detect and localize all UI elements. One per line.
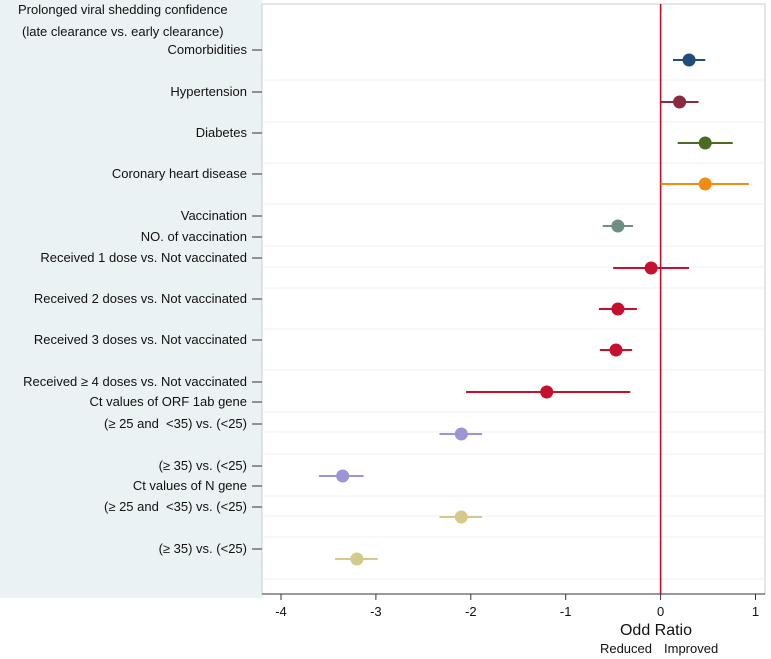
point-estimate xyxy=(540,385,554,399)
point-estimate xyxy=(454,510,468,524)
row-label: (≥ 35) vs. (<25) xyxy=(159,541,247,556)
row-label: Vaccination xyxy=(181,208,247,223)
x-tick-label: 0 xyxy=(657,604,664,619)
plot-area-background xyxy=(261,3,766,595)
row-label: NO. of vaccination xyxy=(141,229,247,244)
row-label: Coronary heart disease xyxy=(112,166,247,181)
row-label: Ct values of ORF 1ab gene xyxy=(89,394,247,409)
row-labels: Comorbidities Hypertension Diabetes Coronar… xyxy=(23,42,247,556)
estimate-marks xyxy=(318,53,749,566)
point-estimate xyxy=(682,53,696,67)
point-estimate xyxy=(644,261,658,275)
point-estimate xyxy=(698,136,712,150)
row-label: Received 1 dose vs. Not vaccinated xyxy=(40,250,247,265)
x-tick-label: -4 xyxy=(275,604,287,619)
row-label: Ct values of N gene xyxy=(133,478,247,493)
direction-label-reduced: Reduced xyxy=(600,641,652,656)
direction-label-improved: Improved xyxy=(664,641,718,656)
point-estimate xyxy=(336,469,350,483)
x-tick-label: -2 xyxy=(465,604,477,619)
point-estimate xyxy=(611,219,625,233)
x-tick-label: 1 xyxy=(752,604,759,619)
x-tick-label: -1 xyxy=(560,604,572,619)
chart-title-line-2: (late clearance vs. early clearance) xyxy=(22,24,224,39)
x-axis-ticks: -4 -3 -2 -1 0 1 xyxy=(275,594,759,619)
row-label: (≥ 25 and <35) vs. (<25) xyxy=(104,499,247,514)
row-label: Received 2 doses vs. Not vaccinated xyxy=(34,291,247,306)
row-label: Hypertension xyxy=(170,84,247,99)
row-label: Received 3 doses vs. Not vaccinated xyxy=(34,332,247,347)
row-label: (≥ 35) vs. (<25) xyxy=(159,458,247,473)
row-label: Diabetes xyxy=(196,125,248,140)
x-axis-title: Odd Ratio xyxy=(620,622,692,639)
label-tick-marks xyxy=(252,49,262,550)
point-estimate xyxy=(454,427,468,441)
x-tick-label: -3 xyxy=(370,604,382,619)
point-estimate xyxy=(673,95,687,109)
row-dividers xyxy=(262,79,765,580)
row-label: (≥ 25 and <35) vs. (<25) xyxy=(104,416,247,431)
point-estimate xyxy=(698,177,712,191)
chart-title-line-1: Prolonged viral shedding confidence xyxy=(18,2,228,17)
row-label: Received ≥ 4 doses vs. Not vaccinated xyxy=(23,374,247,389)
point-estimate xyxy=(350,552,364,566)
point-estimate xyxy=(609,343,623,357)
row-label: Comorbidities xyxy=(168,42,248,57)
label-panel-background xyxy=(0,0,262,598)
point-estimate xyxy=(611,302,625,316)
